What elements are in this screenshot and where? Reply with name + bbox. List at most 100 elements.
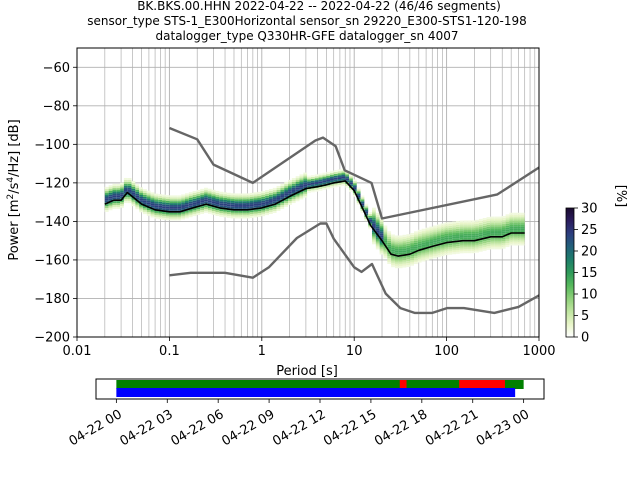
heatmap-cell xyxy=(505,239,510,242)
heatmap-cell xyxy=(188,197,193,200)
heatmap-cell xyxy=(177,212,182,215)
heatmap-cell xyxy=(425,235,430,238)
heatmap-cell xyxy=(162,198,166,201)
heatmap-cell xyxy=(326,179,331,182)
heatmap-cell xyxy=(112,183,117,186)
heatmap-cell xyxy=(436,228,441,231)
timeline-tick-label: 04-22 09 xyxy=(219,407,277,449)
heatmap-cell xyxy=(379,252,384,255)
heatmap-cell xyxy=(284,183,289,186)
heatmap-cell xyxy=(169,203,174,206)
heatmap-cell xyxy=(142,194,147,197)
heatmap-cell xyxy=(249,194,254,197)
heatmap-cell xyxy=(131,190,136,193)
heatmap-cell xyxy=(455,224,460,227)
heatmap-cell xyxy=(242,195,247,198)
heatmap-cell xyxy=(433,231,437,234)
heatmap-cell xyxy=(364,213,369,216)
heatmap-cell xyxy=(391,261,395,264)
heatmap-cell xyxy=(322,174,327,177)
heatmap-cell xyxy=(509,226,514,229)
timeline-tick-label: 04-22 18 xyxy=(372,407,430,449)
heatmap-cell xyxy=(169,201,174,204)
heatmap-cell xyxy=(364,219,369,222)
heatmap-cell xyxy=(207,202,212,205)
heatmap-cell xyxy=(276,205,281,208)
heatmap-cell xyxy=(108,187,113,190)
heatmap-cell xyxy=(146,200,151,203)
heatmap-cell xyxy=(486,238,491,241)
heatmap-cell xyxy=(486,222,491,225)
heatmap-cell xyxy=(177,214,182,217)
heatmap-cell xyxy=(318,188,323,191)
heatmap-cell xyxy=(463,230,468,232)
heatmap-cell xyxy=(123,197,128,200)
heatmap-cell xyxy=(177,195,182,198)
heatmap-cell xyxy=(307,185,311,188)
heatmap-cell xyxy=(517,237,521,240)
heatmap-cell xyxy=(207,192,212,195)
heatmap-cell xyxy=(112,206,117,209)
heatmap-cell xyxy=(142,210,147,213)
heatmap-cell xyxy=(162,202,166,205)
heatmap-cell xyxy=(383,225,388,228)
heatmap-cell xyxy=(429,230,434,233)
heatmap-cell xyxy=(429,234,434,237)
heatmap-cell xyxy=(410,259,414,262)
heatmap-cell xyxy=(284,189,289,192)
x-tick-label: 1000 xyxy=(522,344,555,359)
heatmap-cell xyxy=(478,228,483,231)
heatmap-cell xyxy=(463,241,468,244)
heatmap-cell xyxy=(349,174,353,177)
heatmap-cell xyxy=(433,235,437,238)
heatmap-cell xyxy=(444,237,449,240)
heatmap-cell xyxy=(257,205,262,208)
heatmap-cell xyxy=(444,247,449,250)
heatmap-cell xyxy=(482,221,487,224)
heatmap-cell xyxy=(173,218,178,221)
heatmap-cell xyxy=(223,215,227,218)
heatmap-cell xyxy=(494,245,498,248)
heatmap-cell xyxy=(341,182,346,185)
heatmap-cell xyxy=(116,205,121,207)
heatmap-cell xyxy=(352,183,357,186)
heatmap-cell xyxy=(459,245,464,248)
heatmap-cell xyxy=(165,195,170,198)
heatmap-cell xyxy=(307,183,311,186)
heatmap-cell xyxy=(364,203,369,206)
heatmap-cell xyxy=(444,243,449,246)
heatmap-cell xyxy=(192,191,197,194)
heatmap-cell xyxy=(330,174,334,177)
heatmap-cell xyxy=(169,218,174,221)
heatmap-cell xyxy=(116,195,121,198)
heatmap-cell xyxy=(204,210,208,213)
heatmap-cell xyxy=(421,240,426,243)
heatmap-cell xyxy=(471,247,476,250)
heatmap-cell xyxy=(459,234,464,236)
heatmap-cell xyxy=(318,177,323,180)
heatmap-cell xyxy=(520,233,525,236)
heatmap-cell xyxy=(226,202,231,205)
heatmap-cell xyxy=(482,239,487,242)
heatmap-cell xyxy=(295,187,300,190)
heatmap-cell xyxy=(173,216,178,219)
heatmap-cell xyxy=(288,181,292,184)
heatmap-cell xyxy=(410,236,414,239)
heatmap-cell xyxy=(372,211,376,214)
heatmap-cell xyxy=(520,228,525,231)
heatmap-cell xyxy=(356,197,361,199)
heatmap-cell xyxy=(154,199,159,202)
heatmap-cell xyxy=(108,202,113,205)
heatmap-cell xyxy=(223,192,227,195)
heatmap-cell xyxy=(436,230,441,233)
heatmap-cell xyxy=(509,212,514,215)
heatmap-cell xyxy=(104,190,109,193)
heatmap-cell xyxy=(120,190,124,193)
heatmap-cell xyxy=(379,244,384,247)
heatmap-cell xyxy=(204,187,208,190)
x-tick-label: 0.01 xyxy=(63,344,92,359)
heatmap-cell xyxy=(406,259,411,262)
heatmap-cell xyxy=(341,170,346,173)
heatmap-cell xyxy=(230,197,235,200)
